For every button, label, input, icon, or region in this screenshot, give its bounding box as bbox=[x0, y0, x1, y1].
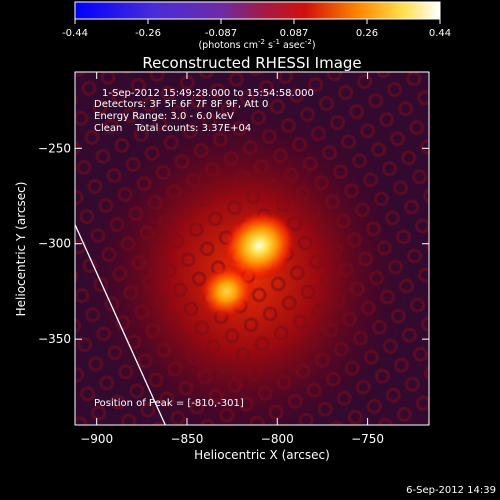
x-tick-label: −800 bbox=[261, 432, 294, 446]
annotation-method: Clean Total counts: 3.37E+04 bbox=[94, 123, 252, 134]
colorbar-tick-label: 0.44 bbox=[429, 28, 451, 39]
colorbar-units: (photons cm-2 s-1 asec-2) bbox=[198, 38, 315, 51]
image-area bbox=[75, 72, 429, 425]
emission-source bbox=[222, 210, 296, 282]
y-tick-label: −350 bbox=[38, 332, 71, 346]
sources bbox=[198, 210, 296, 320]
annotation-energy: Energy Range: 3.0 - 6.0 keV bbox=[94, 111, 234, 122]
x-tick-label: −750 bbox=[351, 432, 384, 446]
limb-line bbox=[75, 224, 166, 425]
colorbar-tick-label: -0.44 bbox=[62, 28, 88, 39]
colorbar bbox=[74, 1, 441, 20]
y-axis-label: Heliocentric Y (arcsec) bbox=[14, 182, 28, 317]
footer-date: 6-Sep-2012 14:39 bbox=[406, 485, 496, 496]
y-tick-label: −300 bbox=[38, 237, 71, 251]
annotation-peak-position: Position of Peak = [-810,-301] bbox=[94, 398, 244, 409]
colorbar-tick-label: -0.26 bbox=[135, 28, 161, 39]
colorbar-tick-label: -0.087 bbox=[205, 28, 237, 39]
x-tick-label: −850 bbox=[170, 432, 203, 446]
colorbar-tick-label: 0.26 bbox=[356, 28, 378, 39]
colorbar-tick-label: 0.087 bbox=[280, 28, 309, 39]
chart-title: Reconstructed RHESSI Image bbox=[142, 54, 361, 72]
x-tick-label: −900 bbox=[80, 432, 113, 446]
x-axis-label: Heliocentric X (arcsec) bbox=[194, 448, 330, 462]
y-tick-label: −250 bbox=[38, 141, 71, 155]
x-axis: −900 −850 −800 −750 bbox=[80, 72, 384, 446]
annotation-detectors: Detectors: 3F 5F 6F 7F 8F 9F, Att 0 bbox=[94, 99, 269, 110]
colorbar-ticks: -0.44 -0.26 -0.087 0.087 0.26 0.44 bbox=[62, 19, 451, 39]
y-axis: −250 −300 −350 bbox=[38, 141, 429, 346]
plot-frame bbox=[74, 71, 430, 426]
annotation-time-range: 1-Sep-2012 15:49:28.000 to 15:54:58.000 bbox=[102, 88, 314, 99]
